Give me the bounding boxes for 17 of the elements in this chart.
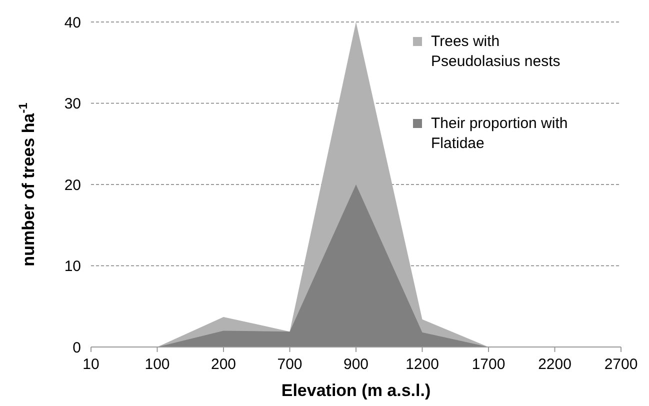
legend-label: Their proportion with Flatidae — [431, 115, 568, 152]
x-tick-label: 200 — [210, 356, 236, 373]
y-tick-label: 0 — [72, 339, 81, 356]
y-tick-label: 40 — [64, 14, 81, 32]
x-tick-label: 1200 — [406, 356, 439, 373]
x-tick-label: 10 — [82, 356, 100, 373]
x-axis-title: Elevation (m a.s.l.) — [281, 381, 431, 400]
x-tick-label: 700 — [277, 356, 302, 373]
x-tick-label: 2700 — [604, 356, 638, 373]
x-tick-label: 100 — [144, 356, 170, 373]
y-tick-label: 20 — [64, 176, 81, 194]
y-tick-label: 30 — [64, 96, 81, 112]
x-tick-label: 1700 — [472, 356, 506, 373]
y-tick-label: 10 — [64, 258, 81, 275]
legend-label: Trees with Pseudolasius nests — [431, 33, 560, 70]
x-tick-label: 900 — [343, 356, 369, 373]
x-tick-label: 2200 — [538, 356, 572, 373]
